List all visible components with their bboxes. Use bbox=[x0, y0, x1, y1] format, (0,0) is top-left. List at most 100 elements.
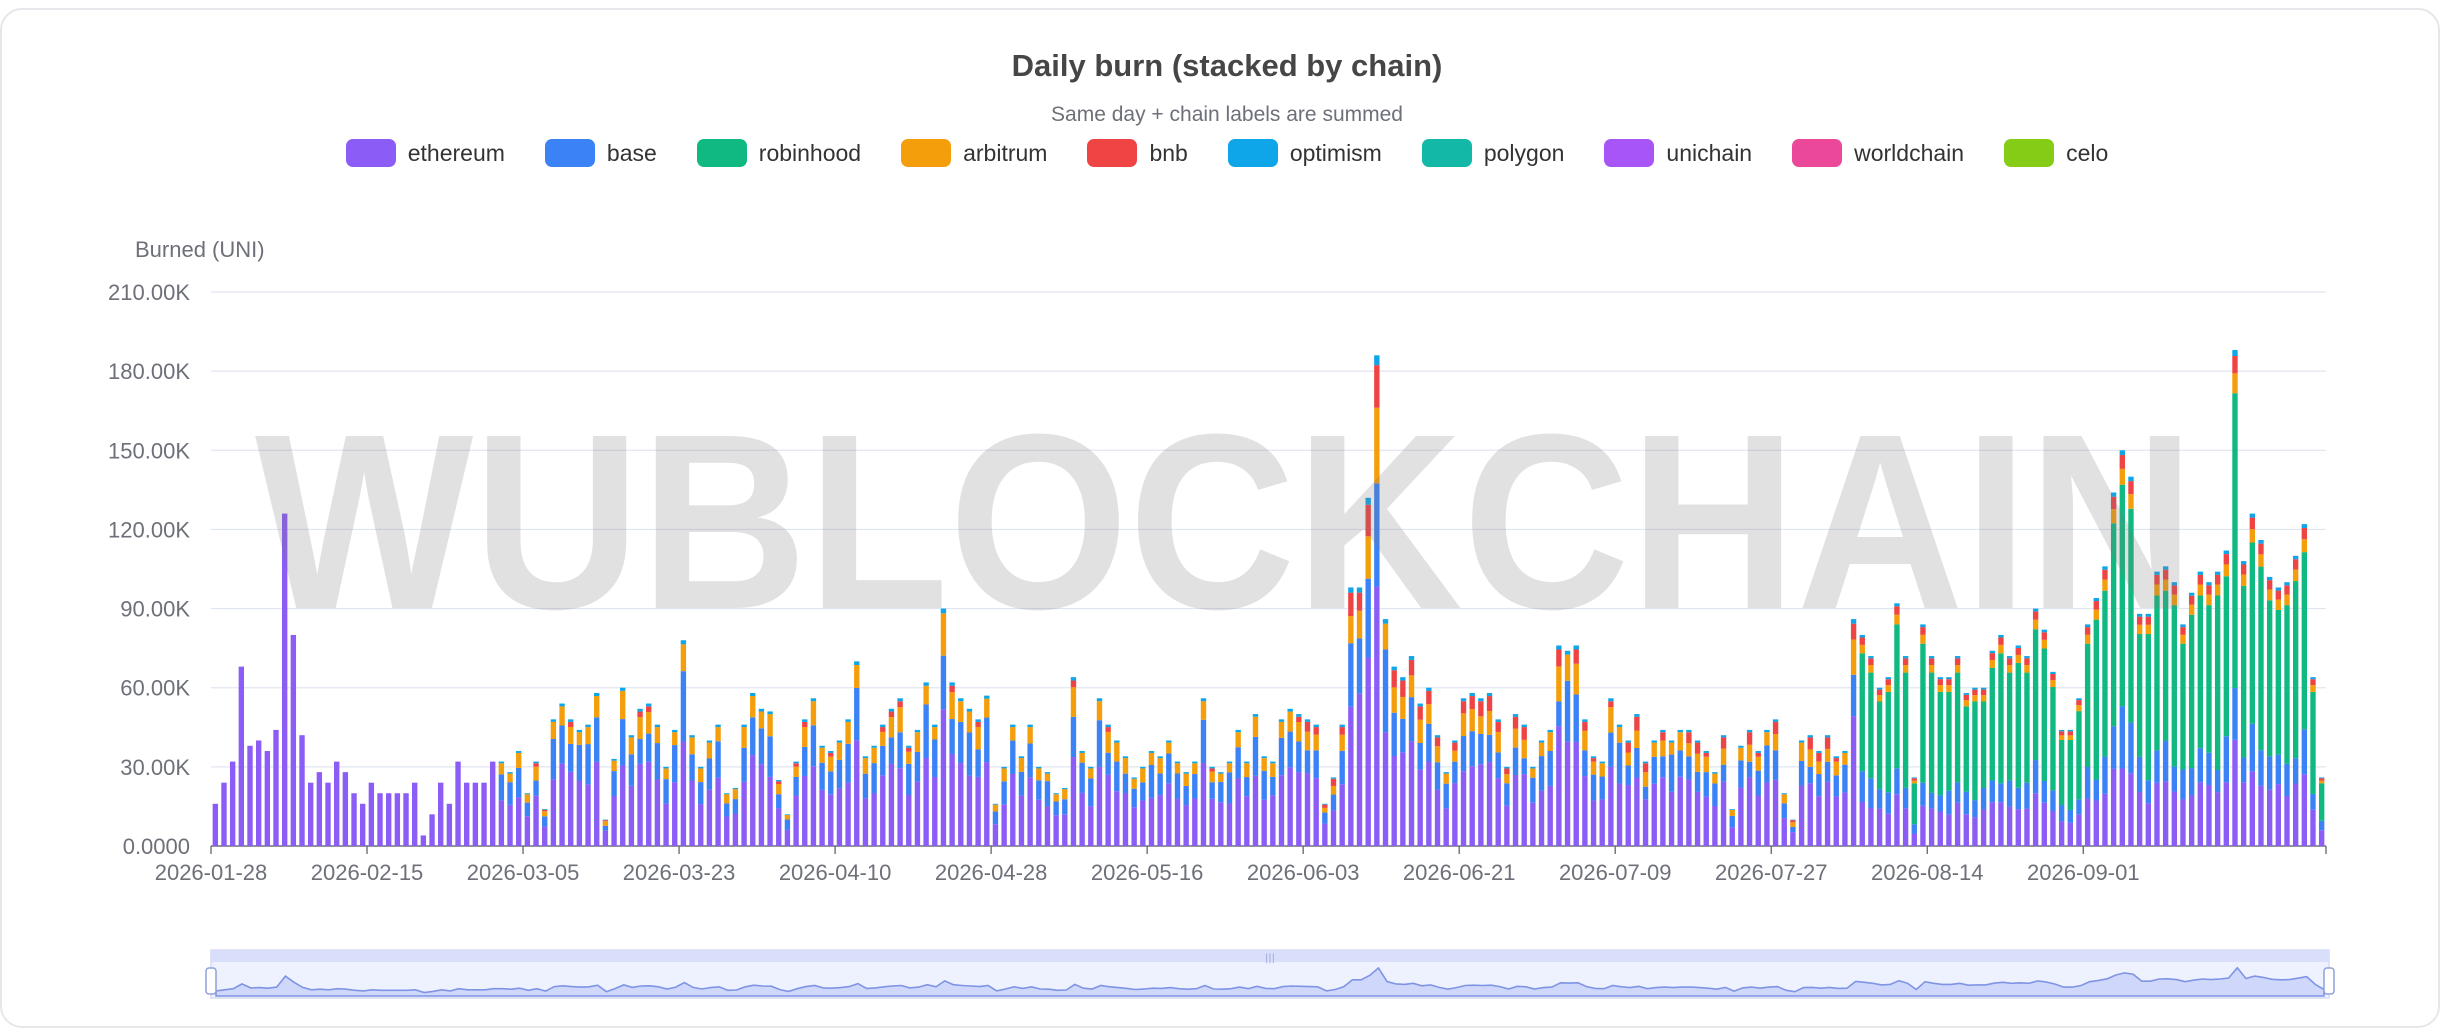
bar-segment-bnb[interactable] bbox=[2249, 517, 2255, 530]
bar-segment-bnb[interactable] bbox=[1434, 737, 1441, 747]
bar-segment-bnb[interactable] bbox=[2223, 554, 2229, 565]
bar-segment-base[interactable] bbox=[2032, 760, 2039, 794]
bar-segment-ethereum[interactable] bbox=[1876, 808, 1883, 846]
bar-segment-bnb[interactable] bbox=[2258, 543, 2264, 555]
bar-segment-arbitrum[interactable] bbox=[1365, 536, 1371, 579]
bar-segment-ethereum[interactable] bbox=[1062, 814, 1068, 846]
bar-segment-bnb[interactable] bbox=[2024, 658, 2030, 665]
bar-segment-base[interactable] bbox=[620, 719, 626, 766]
bar-segment-optimism[interactable] bbox=[750, 692, 756, 697]
bar-segment-optimism[interactable] bbox=[1530, 766, 1536, 769]
bar-segment-optimism[interactable] bbox=[1365, 497, 1371, 505]
bar-segment-arbitrum[interactable] bbox=[828, 756, 834, 772]
bar-segment-base[interactable] bbox=[524, 802, 531, 817]
bar-segment-robinhood[interactable] bbox=[2318, 783, 2325, 821]
bar-segment-ethereum[interactable] bbox=[940, 709, 947, 846]
bar-segment-arbitrum[interactable] bbox=[1495, 731, 1501, 753]
bar-segment-arbitrum[interactable] bbox=[1599, 763, 1605, 777]
bar-segment-optimism[interactable] bbox=[1148, 751, 1155, 753]
bar-segment-bnb[interactable] bbox=[888, 711, 895, 718]
bar-segment-robinhood[interactable] bbox=[2292, 581, 2299, 759]
bar-segment-ethereum[interactable] bbox=[2240, 782, 2247, 846]
bar-segment-base[interactable] bbox=[576, 744, 583, 781]
bar-segment-base[interactable] bbox=[724, 803, 730, 817]
bar-segment-ethereum[interactable] bbox=[871, 793, 877, 846]
bar-segment-base[interactable] bbox=[1122, 773, 1129, 793]
bar-segment-ethereum[interactable] bbox=[394, 793, 401, 846]
bar-segment-optimism[interactable] bbox=[2093, 598, 2099, 601]
bar-segment-base[interactable] bbox=[1746, 761, 1753, 778]
bar-segment-arbitrum[interactable] bbox=[1296, 722, 1302, 742]
bar-segment-arbitrum[interactable] bbox=[1504, 774, 1510, 784]
bar-segment-arbitrum[interactable] bbox=[1634, 730, 1640, 748]
bar-segment-base[interactable] bbox=[1209, 782, 1215, 799]
bar-segment-optimism[interactable] bbox=[1842, 751, 1848, 753]
bar-segment-ethereum[interactable] bbox=[2093, 800, 2099, 846]
bar-segment-ethereum[interactable] bbox=[403, 793, 409, 846]
bar-segment-base[interactable] bbox=[1963, 791, 1969, 815]
bar-segment-bnb[interactable] bbox=[1374, 365, 1380, 408]
bar-segment-arbitrum[interactable] bbox=[1660, 740, 1666, 757]
bar-segment-bnb[interactable] bbox=[1833, 758, 1839, 762]
bar-segment-bnb[interactable] bbox=[1582, 721, 1588, 731]
bar-segment-base[interactable] bbox=[680, 671, 687, 742]
bar-segment-base[interactable] bbox=[1114, 761, 1120, 792]
bar-segment-ethereum[interactable] bbox=[229, 761, 236, 846]
bar-segment-optimism[interactable] bbox=[984, 695, 990, 699]
bar-segment-bnb[interactable] bbox=[1946, 679, 1952, 686]
bar-segment-arbitrum[interactable] bbox=[1235, 732, 1241, 748]
bar-segment-arbitrum[interactable] bbox=[2084, 634, 2091, 644]
bar-segment-ethereum[interactable] bbox=[1261, 799, 1267, 846]
bar-segment-optimism[interactable] bbox=[1374, 355, 1380, 366]
bar-segment-ethereum[interactable] bbox=[2284, 796, 2290, 846]
bar-segment-optimism[interactable] bbox=[1070, 677, 1077, 681]
bar-segment-ethereum[interactable] bbox=[507, 804, 513, 846]
bar-segment-ethereum[interactable] bbox=[1824, 781, 1831, 846]
bar-segment-optimism[interactable] bbox=[923, 682, 929, 686]
bar-segment-base[interactable] bbox=[741, 747, 747, 782]
bar-segment-optimism[interactable] bbox=[741, 724, 747, 728]
bar-segment-base[interactable] bbox=[1972, 800, 1978, 818]
bar-segment-arbitrum[interactable] bbox=[2275, 599, 2282, 610]
bar-segment-arbitrum[interactable] bbox=[1131, 778, 1137, 789]
bar-segment-base[interactable] bbox=[1096, 720, 1103, 767]
bar-segment-ethereum[interactable] bbox=[1114, 791, 1120, 846]
bar-segment-optimism[interactable] bbox=[802, 719, 808, 722]
bar-segment-ethereum[interactable] bbox=[828, 794, 834, 846]
bar-segment-ethereum[interactable] bbox=[1070, 757, 1077, 846]
bar-segment-base[interactable] bbox=[1304, 750, 1311, 774]
bar-segment-bnb[interactable] bbox=[1625, 742, 1631, 753]
bar-segment-arbitrum[interactable] bbox=[2240, 574, 2247, 586]
bar-segment-optimism[interactable] bbox=[1928, 656, 1935, 659]
bar-segment-ethereum[interactable] bbox=[247, 745, 253, 846]
bar-segment-base[interactable] bbox=[2093, 779, 2099, 801]
bar-segment-optimism[interactable] bbox=[776, 780, 782, 782]
bar-segment-ethereum[interactable] bbox=[1894, 794, 1900, 846]
bar-segment-arbitrum[interactable] bbox=[2197, 584, 2203, 596]
bar-segment-ethereum[interactable] bbox=[1746, 777, 1753, 846]
bar-segment-optimism[interactable] bbox=[2076, 698, 2082, 701]
bar-segment-base[interactable] bbox=[698, 782, 704, 805]
bar-segment-ethereum[interactable] bbox=[2249, 771, 2255, 846]
bar-segment-ethereum[interactable] bbox=[550, 779, 557, 846]
bar-segment-bnb[interactable] bbox=[1911, 778, 1917, 781]
bar-segment-optimism[interactable] bbox=[2188, 592, 2195, 596]
bar-segment-optimism[interactable] bbox=[2015, 645, 2021, 648]
bar-segment-base[interactable] bbox=[2041, 780, 2047, 803]
bar-segment-arbitrum[interactable] bbox=[1304, 731, 1311, 751]
bar-segment-optimism[interactable] bbox=[880, 724, 886, 728]
bar-segment-ethereum[interactable] bbox=[2032, 793, 2039, 846]
legend-item-worldchain[interactable]: worldchain bbox=[1792, 139, 1964, 167]
bar-segment-ethereum[interactable] bbox=[1443, 808, 1449, 846]
bar-segment-optimism[interactable] bbox=[862, 756, 869, 759]
bar-segment-base[interactable] bbox=[1174, 773, 1181, 799]
bar-segment-arbitrum[interactable] bbox=[2136, 624, 2143, 635]
bar-segment-base[interactable] bbox=[2318, 820, 2325, 831]
bar-segment-ethereum[interactable] bbox=[1330, 810, 1337, 846]
bar-segment-bnb[interactable] bbox=[2240, 564, 2247, 575]
bar-segment-arbitrum[interactable] bbox=[1417, 719, 1423, 743]
bar-segment-optimism[interactable] bbox=[637, 708, 643, 712]
bar-segment-base[interactable] bbox=[1937, 795, 1943, 812]
bar-segment-base[interactable] bbox=[1599, 776, 1605, 800]
bar-segment-arbitrum[interactable] bbox=[2258, 554, 2264, 567]
